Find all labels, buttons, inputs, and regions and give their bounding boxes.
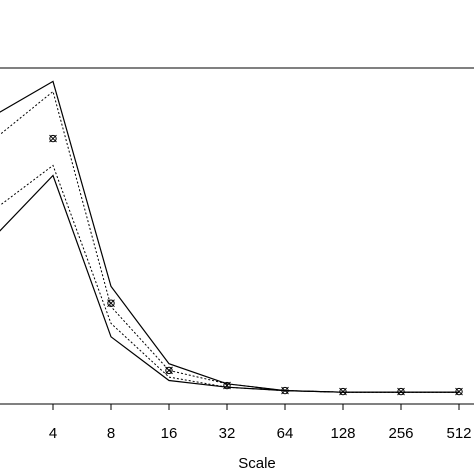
data-point-marker: [49, 134, 57, 143]
x-axis-ticks: 4 8 16 32 64 128 256 512: [49, 404, 472, 442]
x-tick-label: 32: [219, 425, 236, 442]
series-layer: [0, 80, 459, 393]
series-line-dotted-inner-upper: [0, 90, 459, 393]
data-point-marker: [455, 387, 463, 396]
x-axis-title: Scale: [238, 455, 276, 472]
x-tick-label: 8: [107, 425, 115, 442]
x-tick-label: 512: [446, 425, 471, 442]
data-point-marker: [223, 381, 231, 390]
x-tick-label: 128: [330, 425, 355, 442]
data-point-marker: [165, 366, 173, 375]
x-tick-label: 16: [161, 425, 178, 442]
x-tick-label: 4: [49, 425, 57, 442]
data-point-marker: [281, 386, 289, 395]
series-line-solid-outer-upper: [0, 80, 459, 393]
data-point-marker: [397, 387, 405, 396]
series-line-dotted-inner-lower: [0, 164, 459, 393]
x-tick-label: 256: [388, 425, 413, 442]
x-tick-label: 64: [277, 425, 294, 442]
data-point-marker: [107, 299, 115, 308]
marker-layer: [49, 134, 463, 396]
series-line-solid-outer-lower: [0, 174, 459, 393]
data-point-marker: [339, 387, 347, 396]
